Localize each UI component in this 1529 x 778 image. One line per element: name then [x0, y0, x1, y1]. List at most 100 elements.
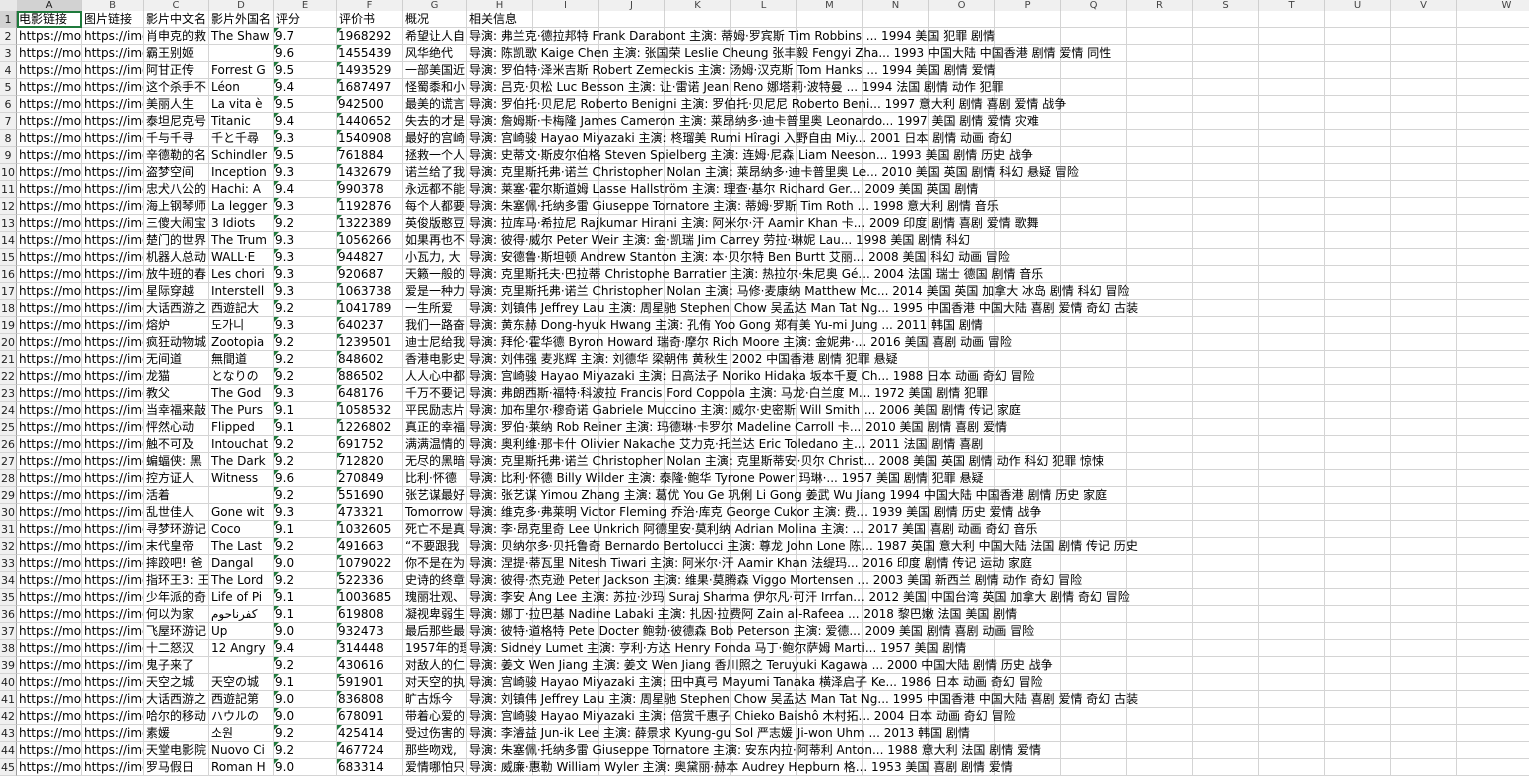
empty-cell[interactable]	[995, 606, 1061, 623]
chinese-title-cell[interactable]: 寻梦环游记	[144, 521, 209, 538]
empty-cell[interactable]	[797, 164, 863, 181]
rating-cell[interactable]: 9.0	[274, 759, 337, 776]
empty-cell[interactable]	[995, 742, 1061, 759]
chinese-title-cell[interactable]: 末代皇帝	[144, 538, 209, 555]
image-link-cell[interactable]: https://img	[82, 419, 144, 436]
empty-cell[interactable]	[863, 62, 929, 79]
empty-cell[interactable]	[863, 79, 929, 96]
empty-cell[interactable]	[797, 402, 863, 419]
empty-cell[interactable]	[1325, 283, 1391, 300]
summary-cell[interactable]: 一部美国近	[403, 62, 467, 79]
empty-cell[interactable]	[1127, 419, 1193, 436]
foreign-title-cell[interactable]: 西遊記第	[209, 691, 274, 708]
empty-cell[interactable]	[533, 691, 599, 708]
image-link-cell[interactable]: https://img	[82, 215, 144, 232]
empty-cell[interactable]	[731, 708, 797, 725]
empty-cell[interactable]	[1127, 691, 1193, 708]
row-header[interactable]: 37	[0, 623, 17, 640]
empty-cell[interactable]	[929, 164, 995, 181]
empty-cell[interactable]	[1391, 640, 1457, 657]
empty-cell[interactable]	[731, 368, 797, 385]
empty-cell[interactable]	[863, 674, 929, 691]
movie-link-cell[interactable]: https://mo	[17, 504, 82, 521]
empty-cell[interactable]	[599, 249, 665, 266]
empty-cell[interactable]	[1457, 283, 1529, 300]
empty-cell[interactable]	[665, 674, 731, 691]
empty-cell[interactable]	[1457, 725, 1529, 742]
rating-cell[interactable]: 9.2	[274, 453, 337, 470]
empty-cell[interactable]	[929, 198, 995, 215]
empty-cell[interactable]	[929, 759, 995, 776]
empty-cell[interactable]	[1193, 419, 1259, 436]
rating-cell[interactable]: 9.0	[274, 623, 337, 640]
empty-cell[interactable]	[599, 198, 665, 215]
chinese-title-cell[interactable]: 教父	[144, 385, 209, 402]
empty-cell[interactable]	[1457, 623, 1529, 640]
summary-cell[interactable]: 每个人都要	[403, 198, 467, 215]
empty-cell[interactable]	[731, 436, 797, 453]
empty-cell[interactable]	[599, 385, 665, 402]
empty-cell[interactable]	[929, 470, 995, 487]
info-cell[interactable]: 导演: 彼得·杰克逊 Peter Jackson 主演: 维果·莫腾森 Vigg…	[467, 572, 1082, 589]
empty-cell[interactable]	[1259, 62, 1325, 79]
info-cell[interactable]: 导演: 罗伯·莱纳 Rob Reiner 主演: 玛德琳·卡罗尔 Madelin…	[467, 419, 1007, 436]
empty-cell[interactable]	[797, 640, 863, 657]
movie-link-cell[interactable]: https://mo	[17, 300, 82, 317]
movie-link-cell[interactable]: https://mo	[17, 742, 82, 759]
empty-cell[interactable]	[665, 419, 731, 436]
summary-cell[interactable]: 受过伤害的	[403, 725, 467, 742]
empty-cell[interactable]	[1325, 487, 1391, 504]
empty-cell[interactable]	[995, 657, 1061, 674]
empty-cell[interactable]	[797, 215, 863, 232]
rating-cell[interactable]: 9.0	[274, 708, 337, 725]
empty-cell[interactable]	[1325, 62, 1391, 79]
empty-cell[interactable]	[1127, 130, 1193, 147]
review-count-cell[interactable]: 942500	[337, 96, 403, 113]
foreign-title-cell[interactable]: 影片外国名	[209, 11, 274, 28]
empty-cell[interactable]	[929, 640, 995, 657]
empty-cell[interactable]	[995, 555, 1061, 572]
empty-cell[interactable]	[863, 28, 929, 45]
empty-cell[interactable]	[1457, 453, 1529, 470]
empty-cell[interactable]	[1127, 623, 1193, 640]
empty-cell[interactable]	[1457, 232, 1529, 249]
empty-cell[interactable]	[1391, 79, 1457, 96]
chinese-title-cell[interactable]: 机器人总动	[144, 249, 209, 266]
empty-cell[interactable]	[1061, 11, 1127, 28]
foreign-title-cell[interactable]: Life of Pi	[209, 589, 274, 606]
empty-cell[interactable]	[1391, 487, 1457, 504]
foreign-title-cell[interactable]: Forrest G	[209, 62, 274, 79]
image-link-cell[interactable]: https://img	[82, 555, 144, 572]
empty-cell[interactable]	[1193, 402, 1259, 419]
empty-cell[interactable]	[1457, 96, 1529, 113]
empty-cell[interactable]	[1127, 385, 1193, 402]
empty-cell[interactable]	[1325, 198, 1391, 215]
empty-cell[interactable]	[1457, 708, 1529, 725]
empty-cell[interactable]	[1127, 11, 1193, 28]
empty-cell[interactable]	[1391, 470, 1457, 487]
movie-link-cell[interactable]: https://mo	[17, 657, 82, 674]
empty-cell[interactable]	[665, 147, 731, 164]
empty-cell[interactable]	[797, 79, 863, 96]
empty-cell[interactable]	[1127, 572, 1193, 589]
empty-cell[interactable]	[1457, 504, 1529, 521]
chinese-title-cell[interactable]: 星际穿越	[144, 283, 209, 300]
empty-cell[interactable]	[1325, 130, 1391, 147]
empty-cell[interactable]	[863, 385, 929, 402]
empty-cell[interactable]	[1457, 334, 1529, 351]
chinese-title-cell[interactable]: 疯狂动物城	[144, 334, 209, 351]
row-header[interactable]: 5	[0, 79, 17, 96]
summary-cell[interactable]: 比利·怀德	[403, 470, 467, 487]
summary-cell[interactable]: 瑰丽壮观、	[403, 589, 467, 606]
summary-cell[interactable]: 天籁一般的	[403, 266, 467, 283]
empty-cell[interactable]	[1259, 657, 1325, 674]
rating-cell[interactable]: 9.4	[274, 181, 337, 198]
image-link-cell[interactable]: https://img	[82, 368, 144, 385]
empty-cell[interactable]	[1391, 164, 1457, 181]
empty-cell[interactable]	[731, 334, 797, 351]
info-cell[interactable]: 导演: 刘镇伟 Jeffrey Lau 主演: 周星驰 Stephen Chow…	[467, 300, 1138, 317]
empty-cell[interactable]	[1325, 215, 1391, 232]
info-cell[interactable]: 导演: 张艺谋 Yimou Zhang 主演: 葛优 You Ge 巩俐 Li …	[467, 487, 1107, 504]
summary-cell[interactable]: 你不是在为	[403, 555, 467, 572]
empty-cell[interactable]	[665, 521, 731, 538]
